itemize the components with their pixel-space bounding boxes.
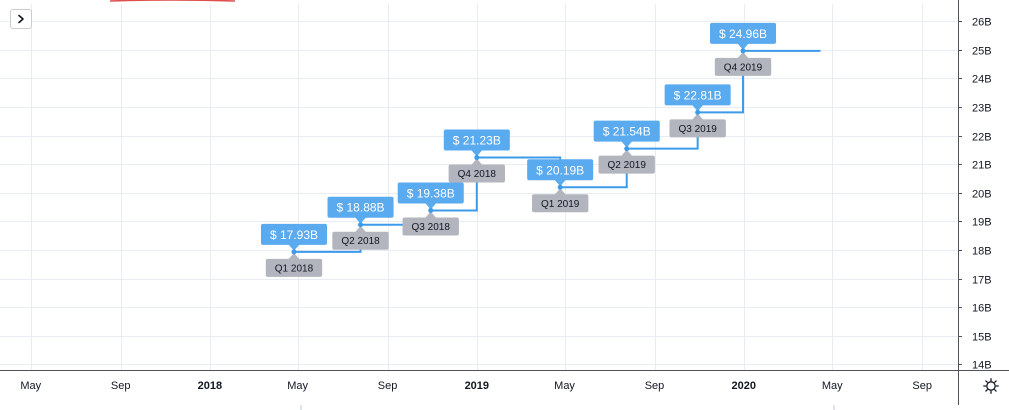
value-badge[interactable]	[593, 120, 660, 142]
value-badge-pointer	[424, 202, 437, 210]
value-badge-pointer	[736, 42, 749, 50]
x-tick-label: May	[20, 380, 41, 392]
period-badge-pointer	[620, 149, 633, 157]
value-badge[interactable]	[260, 223, 328, 245]
period-badge-label: Q3 2019	[678, 124, 717, 135]
value-badge[interactable]	[443, 129, 510, 151]
period-badge[interactable]	[402, 217, 459, 236]
period-badge-pointer	[287, 252, 300, 260]
period-badge[interactable]	[332, 231, 389, 250]
data-point	[740, 48, 746, 54]
period-badge-pointer	[691, 113, 704, 121]
x-tick-label: Sep	[645, 380, 665, 392]
y-tick-label: 25B	[972, 46, 992, 58]
chevron-right-icon	[18, 14, 24, 24]
x-tick-label: May	[554, 380, 575, 392]
value-badge-label: $ 19.38B	[407, 186, 455, 200]
value-badge-label: $ 21.54B	[603, 125, 651, 139]
y-tick-label: 20B	[972, 189, 992, 201]
settings-button[interactable]	[981, 376, 1001, 396]
period-badge-label: Q2 2019	[608, 160, 647, 171]
data-point	[291, 249, 297, 255]
period-badge-label: Q1 2018	[275, 263, 314, 274]
period-badge-label: Q1 2019	[541, 199, 580, 210]
value-badge[interactable]	[709, 22, 777, 44]
period-badge[interactable]	[448, 164, 505, 183]
y-tick-label: 16B	[972, 303, 992, 315]
value-badge-label: $ 21.23B	[453, 134, 501, 148]
period-badge[interactable]	[714, 57, 772, 76]
x-tick-label: 2018	[198, 380, 222, 392]
value-badge-pointer	[691, 104, 704, 112]
value-badge-label: $ 17.93B	[270, 228, 318, 242]
period-badge-pointer	[424, 211, 437, 219]
period-badge-pointer	[354, 225, 367, 233]
data-point	[557, 184, 563, 190]
data-point	[358, 222, 364, 228]
value-badge-pointer	[620, 140, 633, 148]
period-badge[interactable]	[531, 194, 589, 213]
period-badge-pointer	[470, 158, 483, 166]
period-badge-label: Q2 2018	[341, 236, 380, 247]
x-tick-label: May	[287, 380, 308, 392]
value-badge[interactable]	[397, 182, 464, 204]
x-tick-label: 2020	[731, 380, 755, 392]
x-tick-label: Sep	[378, 380, 398, 392]
value-badge-pointer	[287, 243, 300, 251]
value-badge[interactable]	[327, 196, 394, 218]
value-badge-pointer	[470, 149, 483, 157]
value-badge-pointer	[354, 216, 367, 224]
period-badge[interactable]	[598, 155, 655, 174]
y-tick-label: 17B	[972, 275, 992, 287]
period-badge-label: Q4 2019	[724, 62, 763, 73]
value-badge-label: $ 18.88B	[337, 201, 385, 215]
value-badge[interactable]	[527, 159, 594, 181]
y-tick-label: 21B	[972, 160, 992, 172]
period-badge-pointer	[554, 188, 567, 196]
y-tick-label: 22B	[972, 132, 992, 144]
data-point	[624, 146, 630, 152]
period-badge-label: Q3 2018	[412, 222, 451, 233]
y-tick-label: 14B	[972, 360, 992, 372]
y-tick-label: 23B	[972, 103, 992, 115]
y-tick-label: 26B	[972, 17, 992, 29]
data-point	[474, 155, 480, 161]
x-tick-label: 2019	[465, 380, 489, 392]
x-tick-label: May	[822, 380, 843, 392]
period-badge-label: Q4 2018	[458, 169, 497, 180]
data-point	[428, 207, 434, 213]
toggle-panel-button[interactable]	[10, 9, 32, 29]
y-tick-label: 15B	[972, 332, 992, 344]
period-badge-pointer	[736, 51, 749, 59]
period-badge[interactable]	[265, 258, 323, 277]
y-tick-label: 19B	[972, 217, 992, 229]
accent-mark	[109, 0, 236, 2]
value-badge-label: $ 20.19B	[536, 163, 584, 177]
y-tick-label: 18B	[972, 246, 992, 258]
scroll-stub	[833, 405, 835, 410]
x-tick-label: Sep	[912, 380, 932, 392]
x-tick-label: Sep	[111, 380, 131, 392]
value-badge-label: $ 24.96B	[719, 27, 767, 41]
scroll-stub	[300, 405, 302, 410]
value-badge-pointer	[554, 179, 567, 187]
gear-icon	[983, 378, 999, 394]
data-point	[695, 109, 701, 115]
y-tick-label: 24B	[972, 74, 992, 86]
value-badge[interactable]	[664, 84, 731, 106]
value-badge-label: $ 22.81B	[674, 88, 722, 102]
period-badge[interactable]	[669, 119, 726, 138]
